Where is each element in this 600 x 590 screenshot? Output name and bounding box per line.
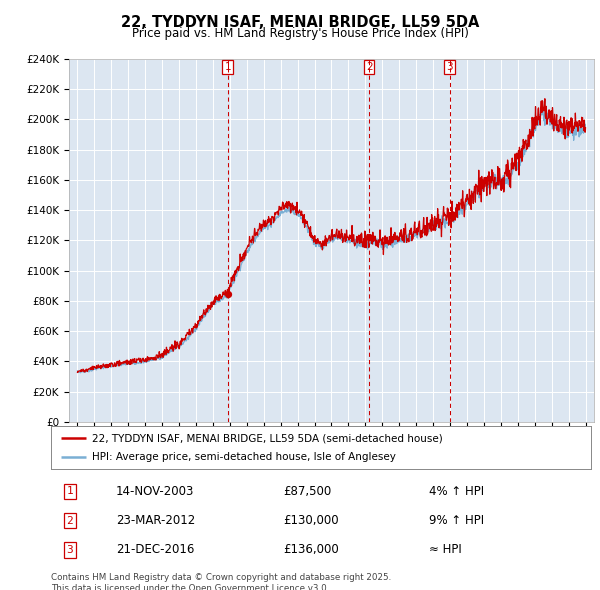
Text: 3: 3 — [67, 545, 73, 555]
Text: £87,500: £87,500 — [283, 485, 331, 498]
Point — [445, 211, 454, 220]
Text: 21-DEC-2016: 21-DEC-2016 — [116, 543, 194, 556]
Point — [223, 289, 232, 299]
Text: ≈ HPI: ≈ HPI — [429, 543, 462, 556]
Text: 4% ↑ HPI: 4% ↑ HPI — [429, 485, 484, 498]
Text: Contains HM Land Registry data © Crown copyright and database right 2025.
This d: Contains HM Land Registry data © Crown c… — [51, 573, 391, 590]
Text: 3: 3 — [446, 62, 453, 72]
Text: 1: 1 — [67, 487, 73, 496]
Point — [364, 232, 374, 241]
Text: 1: 1 — [224, 62, 231, 72]
Text: 9% ↑ HPI: 9% ↑ HPI — [429, 514, 484, 527]
Text: £130,000: £130,000 — [283, 514, 339, 527]
Text: 22, TYDDYN ISAF, MENAI BRIDGE, LL59 5DA: 22, TYDDYN ISAF, MENAI BRIDGE, LL59 5DA — [121, 15, 479, 30]
Text: HPI: Average price, semi-detached house, Isle of Anglesey: HPI: Average price, semi-detached house,… — [91, 453, 395, 463]
Text: £136,000: £136,000 — [283, 543, 339, 556]
Text: 2: 2 — [366, 62, 373, 72]
Text: Price paid vs. HM Land Registry's House Price Index (HPI): Price paid vs. HM Land Registry's House … — [131, 27, 469, 40]
Text: 23-MAR-2012: 23-MAR-2012 — [116, 514, 195, 527]
Text: 14-NOV-2003: 14-NOV-2003 — [116, 485, 194, 498]
Text: 2: 2 — [67, 516, 73, 526]
Text: 22, TYDDYN ISAF, MENAI BRIDGE, LL59 5DA (semi-detached house): 22, TYDDYN ISAF, MENAI BRIDGE, LL59 5DA … — [91, 433, 442, 443]
